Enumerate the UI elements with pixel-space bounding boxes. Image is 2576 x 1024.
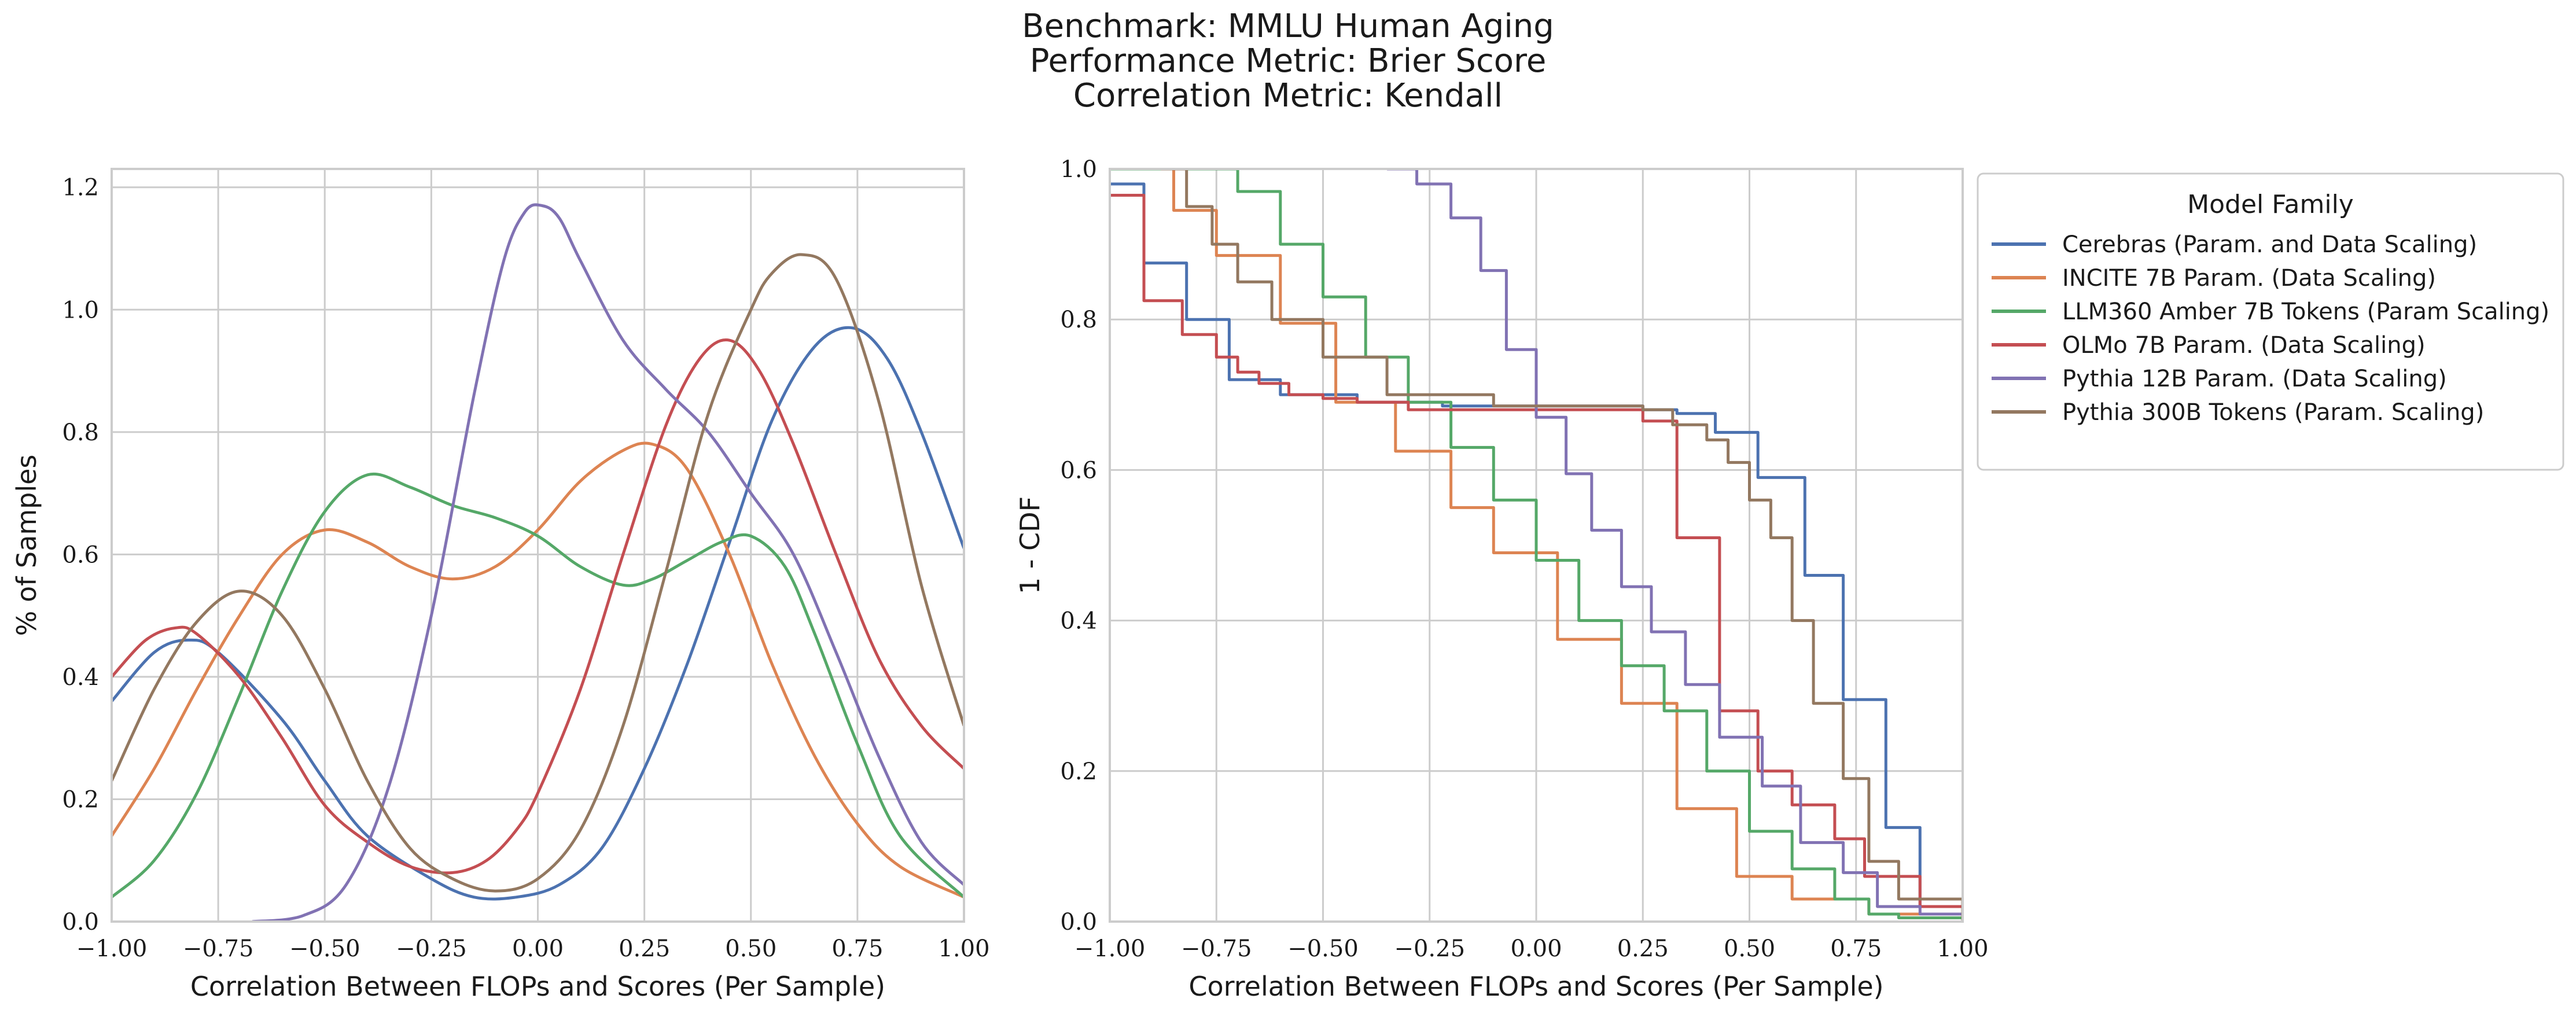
- y-tick-label: 0.0: [62, 909, 99, 935]
- x-tick-label: −1.00: [1074, 935, 1146, 962]
- series-line-olmo-7b-param-data-scaling: [112, 338, 964, 875]
- series-line-incite-7b-param-data-scaling: [1152, 169, 1963, 922]
- y-axis-label: % of Samples: [11, 455, 42, 636]
- series-group: [112, 203, 964, 922]
- x-tick-label: 0.75: [831, 935, 883, 962]
- y-tick-label: 0.8: [62, 419, 99, 446]
- x-tick-label: 0.00: [1510, 935, 1562, 962]
- series-line-pythia-12b-param-data-scaling: [1387, 169, 1963, 922]
- y-tick-label: 1.0: [1060, 156, 1097, 183]
- series-line-pythia-12b-param-data-scaling: [252, 203, 964, 922]
- y-tick-label: 0.6: [62, 542, 99, 568]
- x-tick-label: −0.50: [1287, 935, 1359, 962]
- legend-label-olmo-7b-param-data-scaling: OLMo 7B Param. (Data Scaling): [2062, 332, 2426, 359]
- y-tick-label: 0.4: [1060, 608, 1097, 635]
- legend-frame: [1977, 172, 2564, 471]
- y-tick-label: 0.2: [1060, 758, 1097, 785]
- x-tick-label: −1.00: [76, 935, 148, 962]
- x-tick-label: 0.25: [1617, 935, 1669, 962]
- x-tick-label: −0.25: [396, 935, 467, 962]
- y-tick-label: 0.0: [1060, 909, 1097, 935]
- series-line-pythia-300b-tokens-param-scaling: [1161, 169, 1963, 922]
- series-line-pythia-300b-tokens-param-scaling: [112, 253, 964, 893]
- legend-label-pythia-300b-tokens-param-scaling: Pythia 300B Tokens (Param. Scaling): [2062, 399, 2484, 426]
- axes-frame: [1109, 168, 1964, 923]
- x-tick-label: 0.50: [1724, 935, 1775, 962]
- x-axis-label: Correlation Between FLOPs and Scores (Pe…: [1188, 971, 1883, 1002]
- y-tick-label: 1.0: [62, 297, 99, 323]
- x-tick-label: −0.25: [1394, 935, 1465, 962]
- series-line-cerebras-param-and-data-scaling: [112, 326, 964, 901]
- legend-label-incite-7b-param-data-scaling: INCITE 7B Param. (Data Scaling): [2062, 265, 2436, 292]
- x-tick-label: −0.75: [1181, 935, 1252, 962]
- legend-label-pythia-12b-param-data-scaling: Pythia 12B Param. (Data Scaling): [2062, 366, 2447, 392]
- series-line-llm360-amber-7b-tokens-param-scaling: [112, 473, 964, 898]
- x-tick-label: 1.00: [938, 935, 989, 962]
- series-line-olmo-7b-param-data-scaling: [1110, 194, 1963, 922]
- kde-panel: −1.00 −0.75 −0.50 −0.25 0.00 0.25 0.50 0.75 1.00…: [11, 168, 990, 1002]
- x-tick-label: −0.75: [183, 935, 254, 962]
- y-tick-label: 0.8: [1060, 307, 1097, 333]
- legend-label-cerebras-param-and-data-scaling: Cerebras (Param. and Data Scaling): [2062, 231, 2477, 258]
- legend-label-llm360-amber-7b-tokens-param-scaling: LLM360 Amber 7B Tokens (Param Scaling): [2062, 299, 2549, 325]
- title-line-correlation-metric: Correlation Metric: Kendall: [1073, 77, 1503, 115]
- x-tick-label: 0.50: [725, 935, 777, 962]
- legend-title: Model Family: [2187, 190, 2354, 219]
- survival-panel: −1.00 −0.75 −0.50 −0.25 0.00 0.25 0.50 0.75 1.00…: [1014, 156, 1989, 1002]
- x-tick-label: 1.00: [1937, 935, 1988, 962]
- title-line-performance-metric: Performance Metric: Brier Score: [1029, 42, 1547, 80]
- y-axis-label: 1 - CDF: [1014, 496, 1046, 594]
- series-group: [1110, 169, 1963, 922]
- y-tick-label: 1.2: [62, 175, 99, 201]
- title-line-benchmark: Benchmark: MMLU Human Aging: [1022, 8, 1554, 45]
- axes-frame: [111, 168, 965, 923]
- x-tick-label: 0.75: [1830, 935, 1882, 962]
- legend: Model Family Cerebras (Param. and Data Sc…: [1977, 172, 2564, 471]
- y-tick-label: 0.2: [62, 786, 99, 813]
- series-line-incite-7b-param-data-scaling: [112, 441, 964, 898]
- x-tick-label: 0.00: [512, 935, 564, 962]
- y-tick-label: 0.6: [1060, 457, 1097, 484]
- y-tick-label: 0.4: [62, 664, 99, 691]
- x-tick-label: −0.50: [289, 935, 360, 962]
- x-axis-label: Correlation Between FLOPs and Scores (Pe…: [190, 971, 885, 1002]
- series-line-llm360-amber-7b-tokens-param-scaling: [1110, 169, 1963, 922]
- x-tick-label: 0.25: [619, 935, 670, 962]
